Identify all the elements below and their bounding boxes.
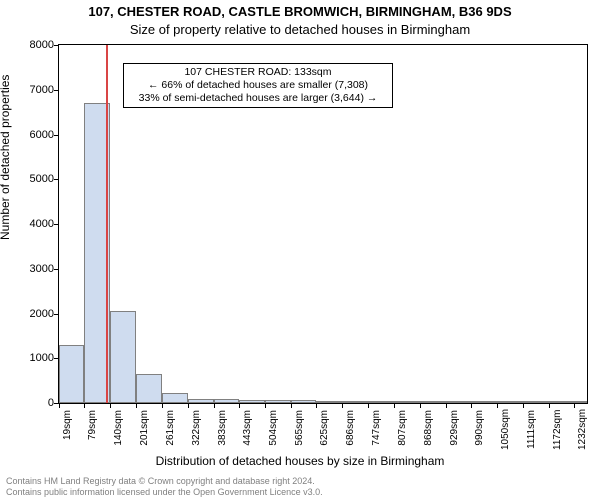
x-tick-label: 807sqm [397,410,408,450]
x-tick [523,403,524,408]
y-tick [54,314,59,315]
x-tick [497,403,498,408]
y-tick [54,179,59,180]
y-tick [54,358,59,359]
x-tick-label: 443sqm [242,410,253,450]
y-tick [54,45,59,46]
y-tick-label: 7000 [30,84,54,96]
x-tick-label: 1111sqm [526,410,537,450]
histogram-bar [471,401,496,403]
x-tick [316,403,317,408]
x-tick-label: 686sqm [345,410,356,450]
x-tick-label: 504sqm [268,410,279,450]
x-tick [162,403,163,408]
x-tick [136,403,137,408]
x-tick-label: 79sqm [87,410,98,450]
x-tick [239,403,240,408]
histogram-bar [136,374,161,403]
x-tick-label: 261sqm [165,410,176,450]
footer-attribution: Contains HM Land Registry data © Crown c… [0,476,600,498]
histogram-bar [549,401,574,403]
x-tick [110,403,111,408]
x-tick-label: 322sqm [191,410,202,450]
histogram-bar [239,400,265,403]
annotation-box: 107 CHESTER ROAD: 133sqm← 66% of detache… [123,63,393,108]
x-tick-label: 1172sqm [552,410,563,450]
x-tick-label: 19sqm [62,410,73,450]
x-tick [291,403,292,408]
x-tick-label: 383sqm [217,410,228,450]
y-tick-label: 1000 [30,352,54,364]
x-tick-label: 990sqm [474,410,485,450]
x-tick [446,403,447,408]
x-tick [59,403,60,408]
histogram-bar [214,399,239,403]
plot-area: 107 CHESTER ROAD: 133sqm← 66% of detache… [58,44,588,404]
x-tick-label: 868sqm [423,410,434,450]
x-tick [549,403,550,408]
histogram-bar [342,401,368,403]
y-tick [54,90,59,91]
histogram-bar [110,311,136,403]
x-tick-label: 625sqm [319,410,330,450]
x-tick [471,403,472,408]
property-marker-line [106,45,108,403]
x-tick [394,403,395,408]
x-tick-label: 565sqm [294,410,305,450]
x-tick-label: 1050sqm [500,410,511,450]
annotation-line: 33% of semi-detached houses are larger (… [130,92,386,105]
y-axis-label: Number of detached properties [0,75,12,240]
histogram-bar [394,401,420,403]
histogram-bar [188,399,214,403]
histogram-bar [497,401,523,403]
y-tick [54,224,59,225]
chart-container: 107, CHESTER ROAD, CASTLE BROMWICH, BIRM… [0,0,600,500]
x-tick-label: 747sqm [371,410,382,450]
x-tick [574,403,575,408]
y-tick [54,269,59,270]
x-tick [84,403,85,408]
y-tick-label: 5000 [30,173,54,185]
x-tick [420,403,421,408]
histogram-bar [162,393,188,403]
x-tick [342,403,343,408]
annotation-line: 107 CHESTER ROAD: 133sqm [130,66,386,79]
x-tick-label: 201sqm [139,410,150,450]
histogram-bar [291,400,316,403]
y-tick-label: 3000 [30,263,54,275]
footer-line-1: Contains HM Land Registry data © Crown c… [6,476,600,487]
x-tick-label: 140sqm [113,410,124,450]
x-tick [214,403,215,408]
x-tick [188,403,189,408]
title-sub: Size of property relative to detached ho… [0,22,600,37]
x-tick-label: 1232sqm [577,410,588,450]
y-tick-label: 8000 [30,39,54,51]
histogram-bar [59,345,84,403]
histogram-bar [316,401,342,403]
y-tick-label: 6000 [30,129,54,141]
histogram-bar [574,401,587,403]
histogram-bar [446,401,472,403]
y-tick-label: 4000 [30,218,54,230]
histogram-bar [265,400,291,403]
x-tick [368,403,369,408]
histogram-bar [523,401,549,403]
y-tick-label: 0 [48,397,54,409]
x-tick-label: 929sqm [449,410,460,450]
y-tick [54,135,59,136]
x-tick [265,403,266,408]
annotation-line: ← 66% of detached houses are smaller (7,… [130,79,386,92]
title-main: 107, CHESTER ROAD, CASTLE BROMWICH, BIRM… [0,4,600,19]
x-axis-label: Distribution of detached houses by size … [0,454,600,468]
footer-line-2: Contains public information licensed und… [6,487,600,498]
histogram-bar [368,401,393,403]
histogram-bar [420,401,446,403]
y-tick-label: 2000 [30,308,54,320]
